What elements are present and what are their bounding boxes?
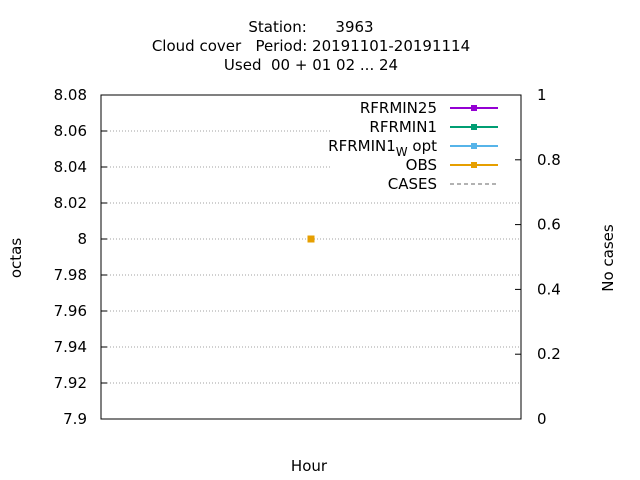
legend-marker [471,162,477,168]
legend-label: CASES [388,175,437,193]
y-tick-label: 8 [77,230,87,248]
y2-axis-label: No cases [599,224,617,292]
data-points [307,235,315,243]
y2-tick-label: 0 [537,410,547,428]
y-tick-label: 8.06 [54,122,87,140]
y2-tick-label: 0.4 [537,280,561,298]
y-tick-label: 8.08 [54,86,87,104]
legend-marker [471,124,477,130]
y-axis-label: octas [7,238,25,278]
y-tick-label: 8.02 [54,194,87,212]
data-point [307,235,315,243]
y-tick-label: 7.96 [54,302,87,320]
y2-tick-label: 0.8 [537,151,561,169]
legend-label: OBS [406,156,437,174]
y-tick-label: 7.98 [54,266,87,284]
y2-tick-label: 0.2 [537,345,561,363]
legend-marker [471,105,477,111]
y-tick-label: 7.9 [63,410,87,428]
y2-tick-label: 0.6 [537,216,561,234]
y-axis: 7.9 7.92 7.94 7.96 7.98 8 8.02 8.04 8.06 8.08 [54,86,107,428]
y2-tick-label: 1 [537,86,547,104]
x-axis-label: Hour [291,457,328,475]
legend-label: RFRMIN25 [360,99,437,117]
legend-entry: OBS [406,156,498,174]
y-tick-label: 8.04 [54,158,87,176]
legend-marker [471,143,477,149]
title-line-1: Station: 3963 [248,18,373,36]
title-line-3: Used 00 + 01 02 ... 24 [224,56,398,74]
legend-label: RFRMIN1 [369,118,437,136]
legend-label: RFRMIN1W opt [328,137,437,159]
plot-frame [100,94,522,420]
chart-title: Station: 3963 Cloud cover Period: 201911… [152,18,470,74]
title-line-2: Cloud cover Period: 20191101-20191114 [152,37,470,55]
legend-entry: RFRMIN25 [360,99,498,117]
grid-lines [101,130,521,384]
y2-axis: 0 0.2 0.4 0.6 0.8 1 [515,86,561,428]
legend-entry: CASES [388,175,498,193]
legend-entry: RFRMIN1W opt [328,137,498,159]
y-tick-label: 7.92 [54,374,87,392]
y-tick-label: 7.94 [54,338,87,356]
legend-entry: RFRMIN1 [369,118,498,136]
